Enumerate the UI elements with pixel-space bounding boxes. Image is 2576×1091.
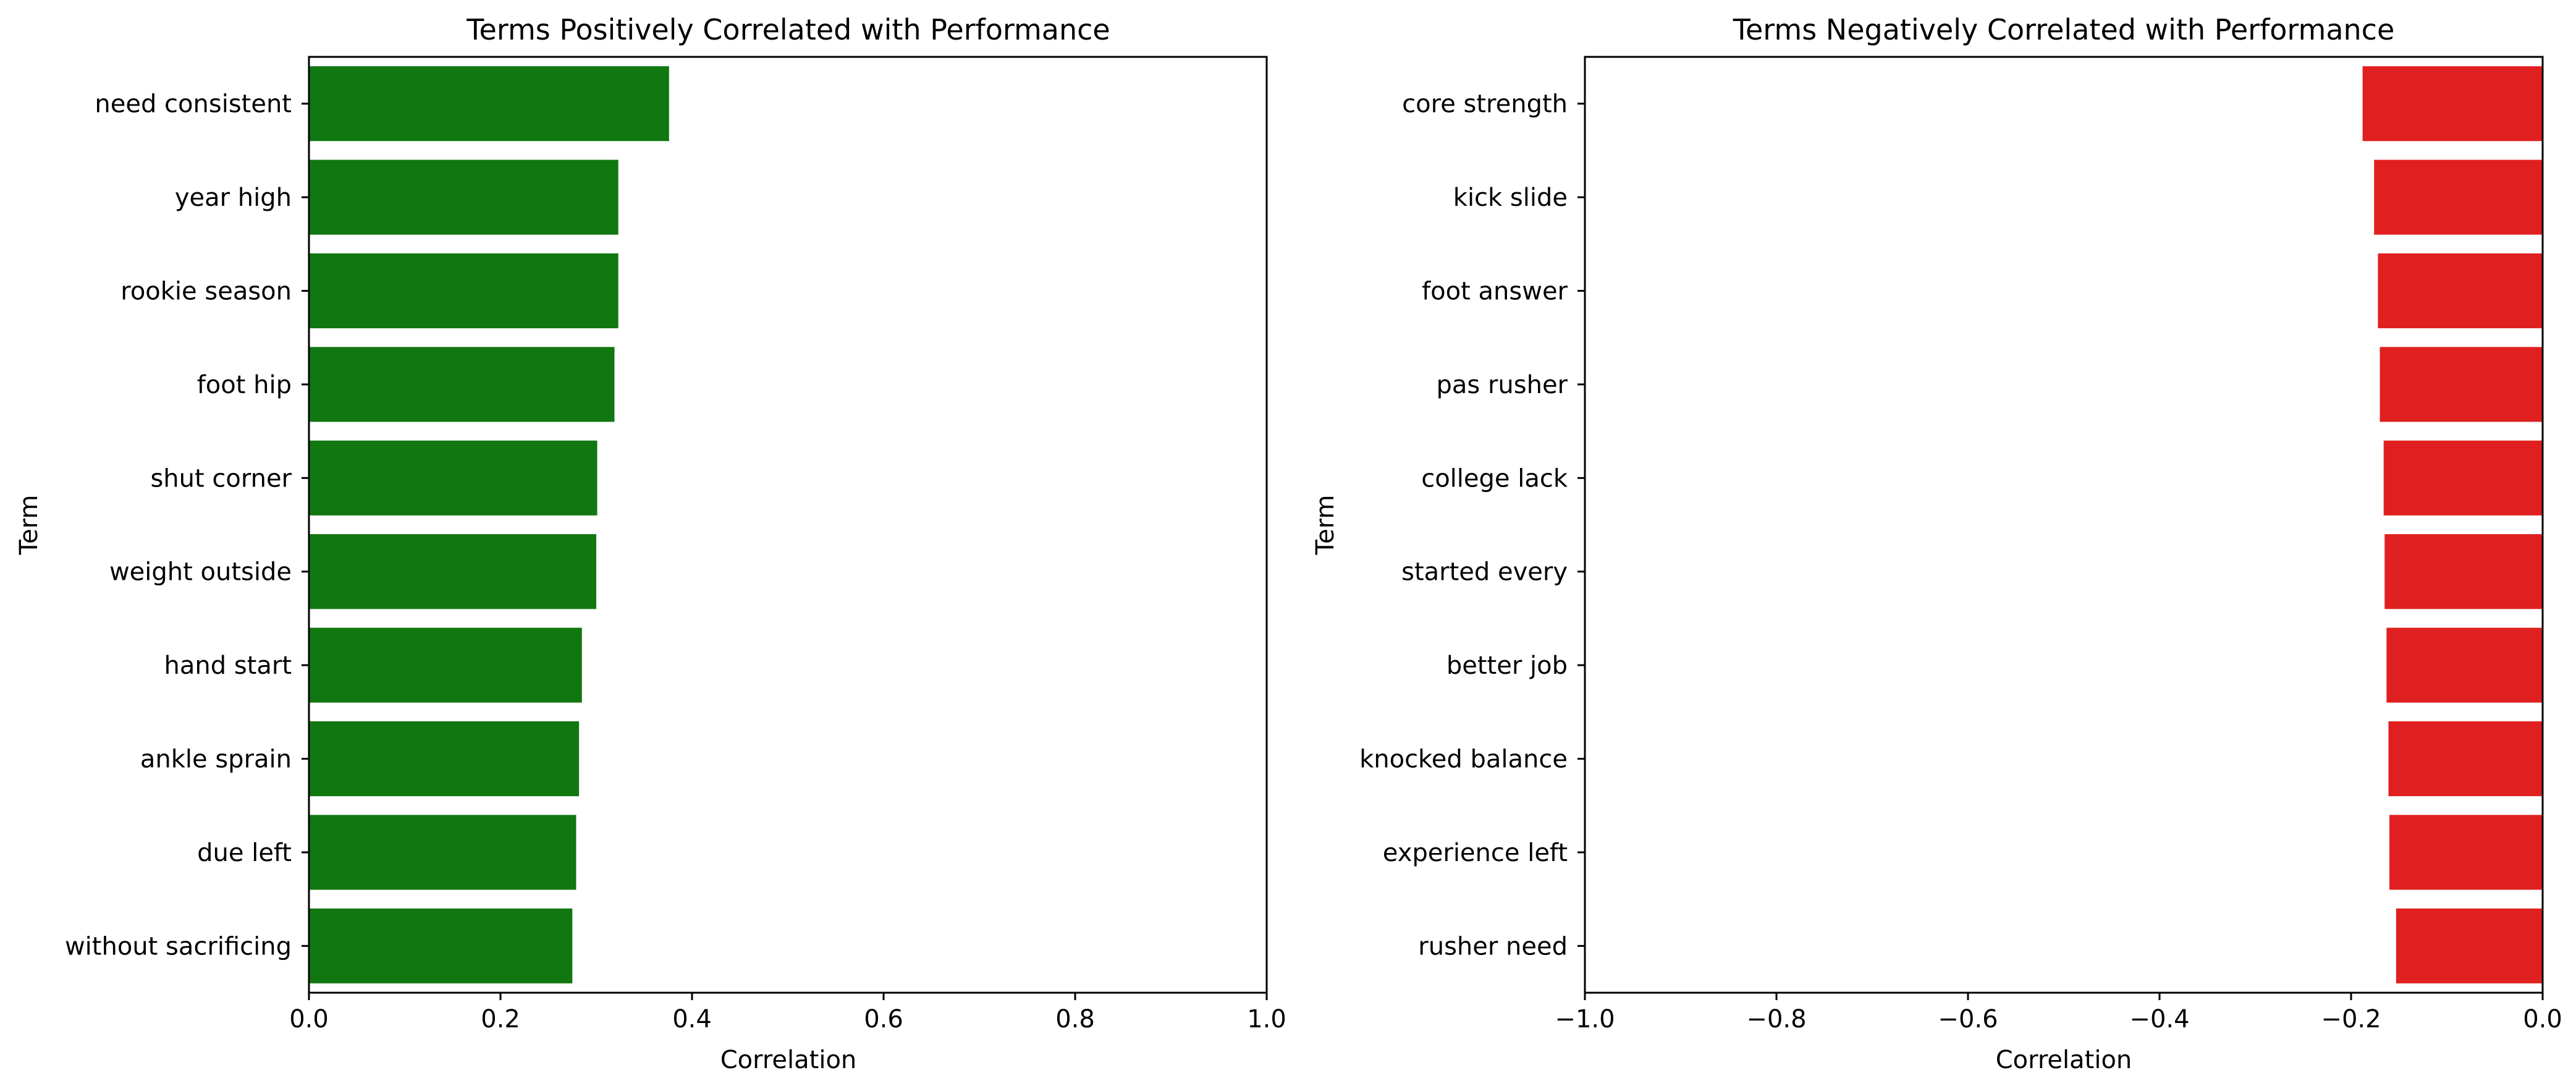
y-tick-group: need consistent year high rookie season foo… bbox=[65, 90, 309, 961]
bar-group bbox=[309, 66, 669, 983]
bar-group bbox=[2362, 66, 2543, 983]
y-tick-label: better job bbox=[1446, 652, 1568, 680]
bar bbox=[309, 627, 582, 703]
y-tick-label: knocked balance bbox=[1359, 745, 1568, 774]
y-tick-label: rusher need bbox=[1418, 932, 1568, 961]
y-tick-label: rookie season bbox=[120, 278, 292, 306]
bar bbox=[309, 159, 619, 235]
y-tick-label: shut corner bbox=[150, 464, 292, 493]
y-tick-label: foot hip bbox=[197, 371, 292, 399]
bar bbox=[309, 534, 596, 609]
x-axis-label: Correlation bbox=[720, 1046, 857, 1074]
x-tick-label: 0.4 bbox=[672, 1005, 712, 1034]
x-tick-label: 0.6 bbox=[864, 1005, 903, 1034]
x-tick-label: 1.0 bbox=[1247, 1005, 1286, 1034]
plot-frame bbox=[1584, 56, 2544, 994]
y-tick-label: started every bbox=[1401, 558, 1568, 587]
y-tick-label: foot answer bbox=[1422, 278, 1568, 306]
bar bbox=[2380, 347, 2543, 422]
y-tick-label: without sacrificing bbox=[65, 932, 292, 961]
x-tick-label: 0.0 bbox=[2523, 1005, 2562, 1034]
x-tick-label: 0.8 bbox=[1055, 1005, 1095, 1034]
y-axis-label: Term bbox=[1311, 495, 1340, 556]
x-tick-label: 0.2 bbox=[481, 1005, 520, 1034]
y-tick-label: pas rusher bbox=[1437, 371, 1568, 399]
chart-positive: Terms Positively Correlated with Perform… bbox=[15, 13, 1286, 1074]
y-tick-label: experience left bbox=[1383, 839, 1568, 867]
bar bbox=[309, 66, 669, 142]
y-tick-label: hand start bbox=[164, 652, 292, 680]
bar bbox=[2388, 721, 2543, 797]
bar bbox=[2383, 440, 2543, 516]
chart-title: Terms Positively Correlated with Perform… bbox=[466, 13, 1110, 46]
bar bbox=[2386, 627, 2543, 703]
y-tick-label: year high bbox=[175, 184, 292, 212]
bar bbox=[309, 253, 619, 329]
bar bbox=[309, 815, 576, 890]
bar bbox=[2374, 159, 2543, 235]
y-tick-label: core strength bbox=[1402, 90, 1568, 119]
x-axis-label: Correlation bbox=[1996, 1046, 2132, 1074]
bar bbox=[2378, 253, 2543, 329]
y-axis-label: Term bbox=[15, 495, 43, 556]
bar bbox=[309, 908, 573, 983]
y-tick-label: need consistent bbox=[95, 90, 292, 119]
bar bbox=[2362, 66, 2543, 142]
bar bbox=[309, 347, 615, 422]
bar bbox=[309, 440, 598, 516]
x-tick-label: −0.4 bbox=[2129, 1005, 2189, 1034]
y-tick-label: weight outside bbox=[109, 558, 292, 587]
chart-title: Terms Negatively Correlated with Perform… bbox=[1733, 13, 2395, 46]
bar bbox=[2396, 908, 2543, 983]
y-tick-label: due left bbox=[197, 839, 292, 867]
bar bbox=[2389, 815, 2543, 890]
y-tick-label: college lack bbox=[1421, 464, 1568, 493]
bar bbox=[309, 721, 580, 797]
y-tick-label: kick slide bbox=[1453, 184, 1568, 212]
x-tick-label: −0.8 bbox=[1746, 1005, 1806, 1034]
plot-frame bbox=[308, 56, 1268, 994]
x-tick-label: −1.0 bbox=[1555, 1005, 1615, 1034]
chart-negative: Terms Negatively Correlated with Perform… bbox=[1311, 13, 2562, 1074]
x-tick-label: −0.6 bbox=[1938, 1005, 1998, 1034]
y-tick-label: ankle sprain bbox=[140, 745, 292, 774]
x-tick-group: 0.0 0.2 0.4 0.6 0.8 1.0 bbox=[289, 993, 1286, 1034]
x-tick-label: 0.0 bbox=[289, 1005, 329, 1034]
x-tick-group: −1.0 −0.8 −0.6 −0.4 −0.2 0.0 bbox=[1555, 993, 2562, 1034]
bar bbox=[2384, 534, 2543, 609]
x-tick-label: −0.2 bbox=[2321, 1005, 2381, 1034]
y-tick-group: core strength kick slide foot answer pas ru… bbox=[1359, 90, 1585, 961]
